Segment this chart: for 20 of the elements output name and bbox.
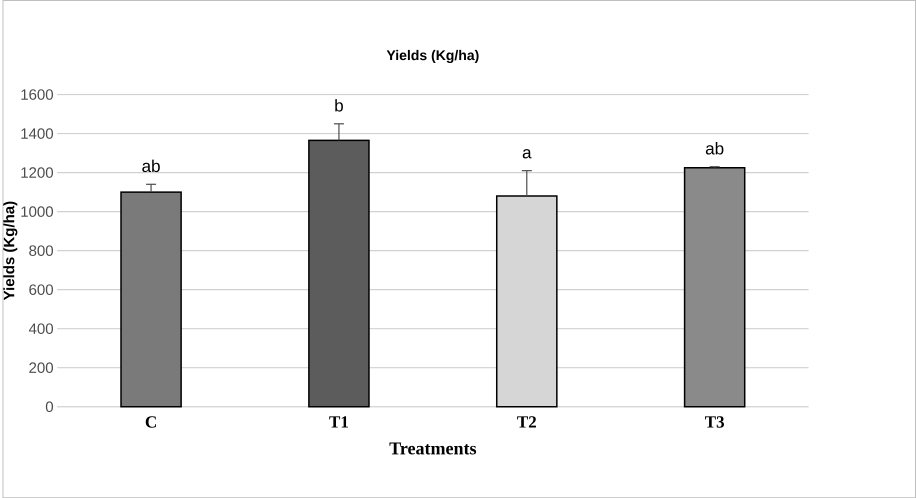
y-axis-title: Yields (Kg/ha)	[3, 201, 18, 300]
x-tick-label: T3	[704, 416, 724, 428]
annotation: a	[522, 148, 532, 158]
annotation: b	[335, 98, 343, 112]
x-tick-label: C	[146, 416, 156, 428]
y-tick-label: 400	[28, 323, 54, 334]
y-tick-label: 0	[46, 401, 54, 412]
y-tick-label: 600	[29, 284, 54, 295]
y-tick-label: 800	[29, 245, 54, 256]
x-axis-title: Treatments	[389, 442, 476, 454]
y-tick-label: 1200	[21, 167, 54, 178]
y-tick-label: 200	[29, 362, 54, 373]
x-tick-label: T1	[329, 416, 348, 428]
chart-title: Yields (Kg/ha)	[386, 50, 479, 63]
x-tick-label: T2	[517, 416, 536, 428]
annotation: ab	[142, 159, 160, 172]
annotation: ab	[706, 142, 724, 154]
y-tick-label: 1400	[21, 128, 54, 139]
y-tick-label: 1600	[21, 89, 54, 100]
y-tick-label: 1000	[21, 206, 54, 217]
